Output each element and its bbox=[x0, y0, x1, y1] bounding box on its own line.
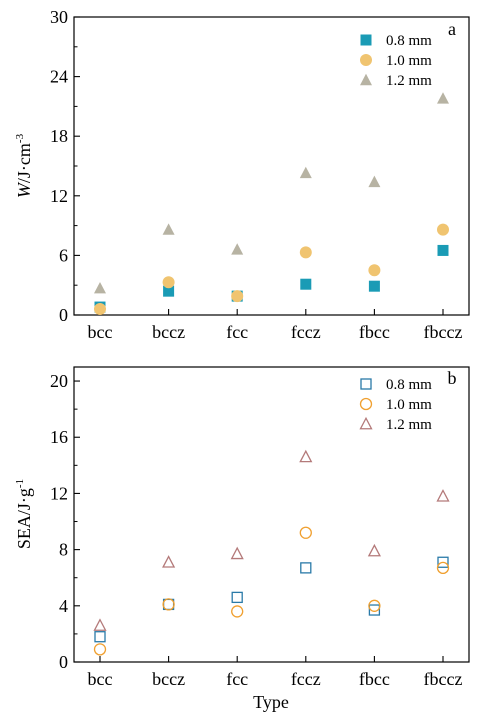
x-tick-label: fbccz bbox=[424, 322, 463, 342]
x-tick-label: bcc bbox=[88, 669, 113, 689]
x-tick-label: fbccz bbox=[424, 669, 463, 689]
y-tick-label: 6 bbox=[59, 245, 68, 265]
legend-b: 0.8 mm 1.0 mm 1.2 mm bbox=[359, 377, 432, 433]
data-point-circle bbox=[162, 276, 175, 289]
legend-marker-square bbox=[360, 34, 372, 46]
legend-marker-triangle bbox=[359, 416, 373, 430]
legend-label: 1.2 mm bbox=[386, 73, 432, 89]
y-tick-label: 30 bbox=[50, 7, 68, 27]
data-point-triangle bbox=[230, 546, 244, 560]
data-point-circle bbox=[93, 643, 107, 656]
data-point-triangle bbox=[94, 281, 106, 294]
data-point-triangle bbox=[162, 223, 175, 235]
data-point-circle bbox=[368, 599, 381, 612]
legend-a: 0.8 mm 1.0 mm 1.2 mm bbox=[360, 33, 432, 89]
y-tick-labels-a: 0 6 12 18 24 30 bbox=[50, 7, 68, 325]
data-points-b bbox=[93, 449, 450, 656]
y-axis-title-a: W/J·cm-3 bbox=[14, 133, 34, 198]
y-tick-labels-b: 0 4 8 12 16 20 bbox=[50, 371, 68, 672]
data-point-square bbox=[163, 285, 175, 297]
data-point-triangle bbox=[299, 166, 312, 179]
y-tick-label: 18 bbox=[50, 126, 68, 146]
legend-marker-circle bbox=[360, 54, 372, 66]
x-tick-label: bcc bbox=[88, 322, 113, 342]
x-tick-label: bccz bbox=[152, 669, 185, 689]
data-point-circle bbox=[299, 526, 312, 539]
x-tick-labels-b: bcc bccz fcc fccz fbcc fbccz bbox=[88, 669, 463, 689]
data-point-circle bbox=[437, 223, 449, 236]
x-tick-label: fcc bbox=[226, 322, 248, 342]
x-axis-title-b: Type bbox=[253, 692, 289, 712]
data-point-triangle bbox=[162, 555, 176, 568]
y-tick-label: 0 bbox=[59, 305, 68, 325]
y-axis-title-b: SEA/J·g-1 bbox=[14, 479, 34, 549]
x-tick-labels-a: bcc bccz fcc fccz fbcc fbccz bbox=[88, 322, 463, 342]
legend-marker-square bbox=[360, 378, 372, 390]
data-point-triangle bbox=[299, 449, 313, 463]
plot-area-b bbox=[73, 366, 470, 663]
legend-label: 0.8 mm bbox=[386, 33, 432, 49]
data-point-circle bbox=[231, 290, 244, 303]
x-tick-label: fccz bbox=[291, 669, 321, 689]
legend-label: 1.0 mm bbox=[386, 397, 432, 413]
data-point-circle bbox=[436, 561, 450, 575]
data-point-triangle bbox=[368, 175, 381, 188]
y-tick-label: 4 bbox=[59, 596, 68, 616]
data-point-triangle bbox=[231, 243, 244, 255]
data-point-circle bbox=[299, 246, 312, 259]
data-point-circle bbox=[368, 264, 381, 277]
data-points-a bbox=[94, 92, 449, 316]
data-point-circle bbox=[162, 598, 175, 611]
y-tick-label: 12 bbox=[50, 186, 68, 206]
legend-label: 1.0 mm bbox=[386, 53, 432, 69]
y-tick-label: 24 bbox=[50, 67, 68, 87]
x-tick-label: fbcc bbox=[359, 322, 390, 342]
y-tick-label: 16 bbox=[50, 427, 68, 447]
x-tick-label: fbcc bbox=[359, 669, 390, 689]
data-point-square bbox=[94, 631, 106, 643]
data-point-triangle bbox=[436, 489, 450, 502]
y-tick-label: 20 bbox=[50, 371, 68, 391]
data-point-triangle bbox=[437, 92, 449, 104]
panel-b: 0 4 8 12 16 20 bcc bccz fcc fccz fbcc fbccz 0.8 mm… bbox=[14, 366, 470, 712]
data-point-square bbox=[300, 562, 312, 574]
x-tick-label: fccz bbox=[291, 322, 321, 342]
x-tick-label: bccz bbox=[152, 322, 185, 342]
tick-marks-b bbox=[74, 380, 444, 663]
x-tick-label: fcc bbox=[226, 669, 248, 689]
data-point-triangle bbox=[93, 618, 107, 631]
panel-letter-a: a bbox=[448, 19, 456, 39]
y-tick-label: 0 bbox=[59, 652, 68, 672]
data-point-circle bbox=[94, 303, 106, 316]
data-point-square bbox=[437, 244, 449, 256]
data-point-square bbox=[231, 591, 243, 604]
panel-a: 0 6 12 18 24 30 bcc bccz fcc fccz fbcc fbccz 0.8 m… bbox=[14, 7, 470, 342]
legend-label: 1.2 mm bbox=[386, 417, 432, 433]
data-point-square bbox=[368, 280, 380, 292]
data-point-square bbox=[437, 556, 449, 568]
data-point-square bbox=[368, 604, 381, 616]
legend-marker-circle bbox=[359, 397, 373, 411]
y-tick-label: 8 bbox=[59, 540, 68, 560]
panel-letter-b: b bbox=[448, 368, 457, 388]
data-point-circle bbox=[231, 605, 244, 618]
data-point-square bbox=[300, 278, 312, 290]
y-tick-label: 12 bbox=[50, 483, 68, 503]
legend-label: 0.8 mm bbox=[386, 377, 432, 393]
data-point-triangle bbox=[367, 543, 381, 557]
legend-marker-triangle bbox=[360, 73, 372, 86]
